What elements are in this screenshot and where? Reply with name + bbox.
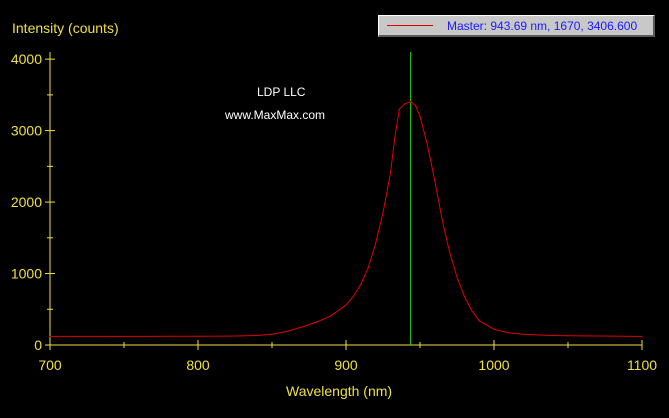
x-tick-label: 800 [186, 357, 210, 373]
data-point [508, 332, 510, 334]
data-point [330, 315, 332, 317]
data-point [167, 335, 169, 337]
tick-labels: 700 800 900 1000 1100 0 1000 2000 3000 4000 [11, 51, 657, 373]
data-point [367, 267, 369, 269]
y-axis-title: Intensity (counts) [12, 20, 119, 36]
data-point [138, 335, 140, 337]
data-point [449, 251, 451, 253]
data-point [352, 295, 354, 298]
data-point [478, 320, 480, 322]
data-point [410, 100, 412, 103]
data-points [49, 100, 643, 338]
data-point [360, 283, 362, 285]
data-point [434, 180, 436, 182]
x-axis-title: Wavelength (nm) [286, 383, 393, 399]
tick-marks [45, 58, 643, 350]
data-point [641, 335, 643, 338]
x-tick-label: 900 [334, 357, 358, 373]
data-point [419, 115, 421, 117]
data-point [256, 334, 258, 336]
axes [49, 52, 642, 346]
legend[interactable]: Master: 943.69 nm, 1670, 3406.600 [378, 15, 655, 37]
legend-text: Master: 943.69 nm, 1670, 3406.600 [447, 19, 638, 33]
data-point [108, 335, 110, 337]
y-tick-label: 1000 [11, 266, 42, 282]
data-point [49, 335, 51, 338]
data-point [79, 335, 81, 338]
data-point [537, 334, 540, 336]
data-point [398, 108, 400, 110]
data-point [345, 304, 347, 306]
data-point [414, 104, 417, 107]
y-tick-label: 4000 [11, 51, 42, 67]
y-tick-label: 3000 [11, 123, 42, 139]
legend-swatch [387, 25, 433, 26]
data-point [582, 335, 584, 337]
x-tick-label: 1000 [478, 357, 509, 373]
annotation-company: LDP LLC [257, 85, 306, 99]
data-point [426, 144, 428, 146]
data-point [197, 335, 199, 337]
data-point [404, 102, 406, 105]
data-point [394, 137, 396, 139]
data-point [567, 335, 569, 337]
data-point [241, 335, 243, 337]
x-tick-label: 1100 [627, 357, 657, 373]
data-point [375, 242, 377, 245]
data-point [471, 310, 473, 312]
data-point [552, 334, 554, 337]
data-point [441, 219, 443, 221]
data-point [611, 335, 614, 337]
data-point [456, 276, 458, 278]
y-tick-label: 2000 [11, 194, 42, 210]
x-tick-label: 700 [38, 357, 62, 373]
data-point [301, 326, 303, 328]
data-point [463, 295, 465, 298]
data-point [523, 333, 525, 335]
annotation-website: www.MaxMax.com [225, 108, 326, 122]
data-point [271, 333, 273, 335]
data-point [493, 328, 495, 330]
data-point [286, 330, 288, 333]
data-point [227, 335, 229, 337]
y-tick-label: 0 [34, 337, 42, 353]
data-point [389, 172, 391, 175]
data-point [315, 321, 317, 323]
series-line-master [50, 101, 643, 337]
data-point [382, 212, 384, 214]
